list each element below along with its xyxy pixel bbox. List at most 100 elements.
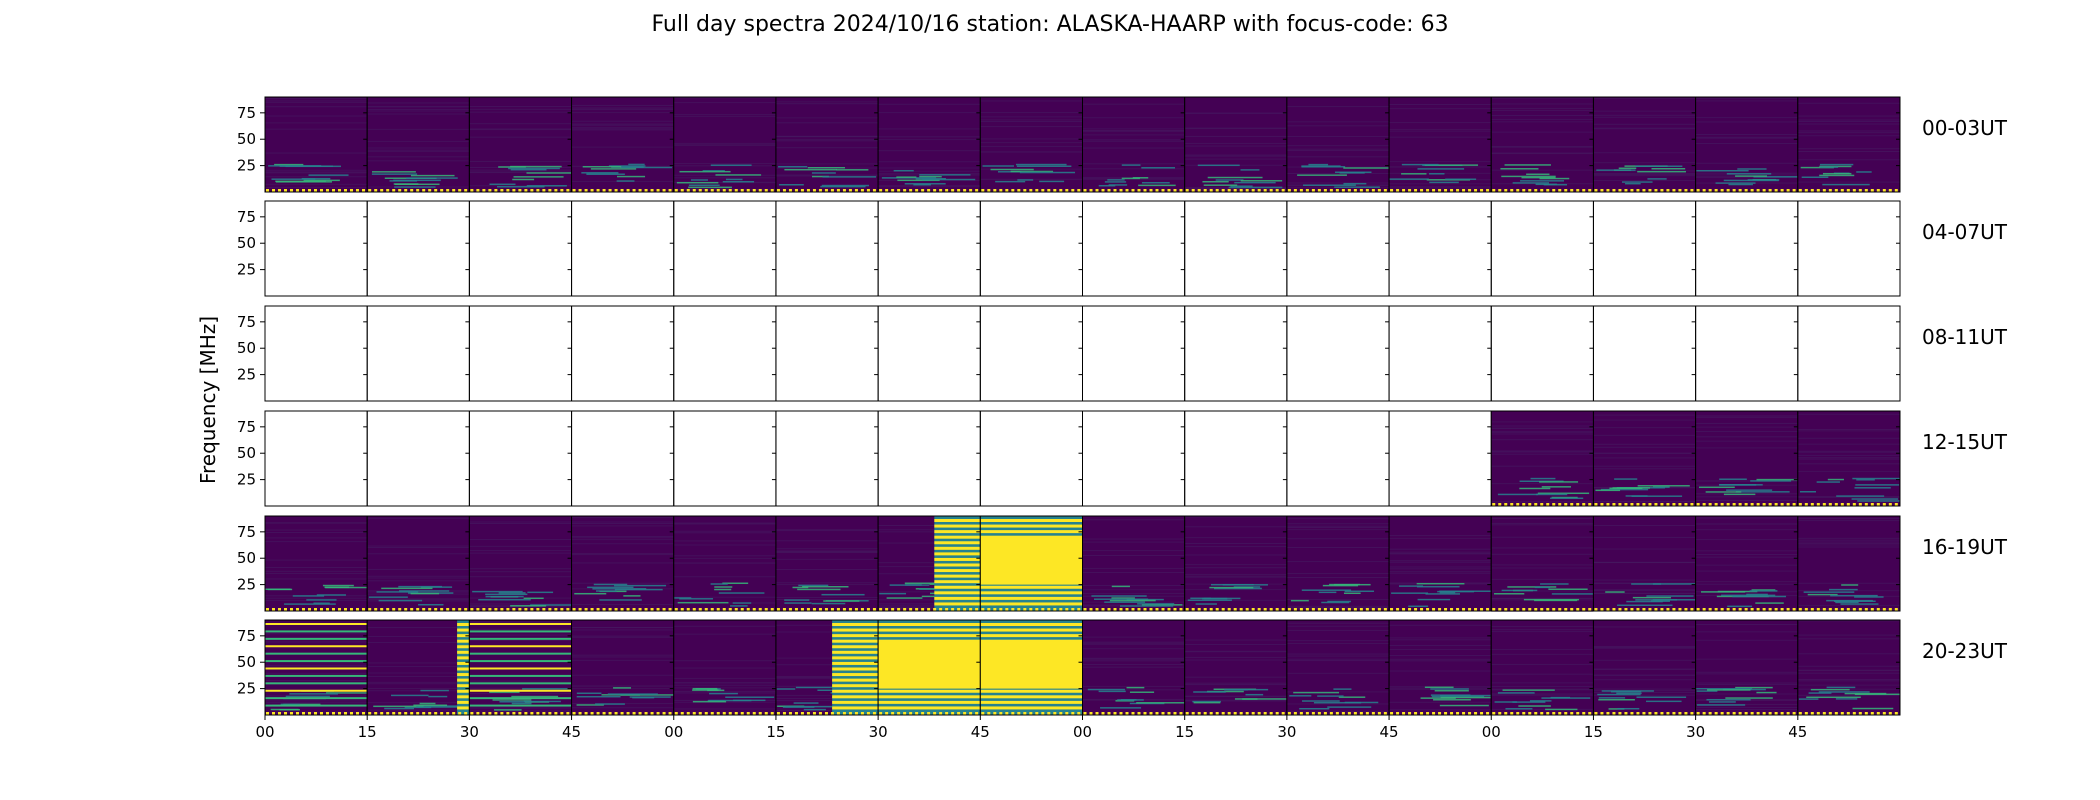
row-label: 20-23UT — [1922, 639, 2008, 663]
baseline-dot — [1221, 189, 1225, 192]
baseline-dot — [1510, 608, 1514, 611]
baseline-dot — [1828, 189, 1832, 192]
spectrogram-feature — [1598, 698, 1635, 701]
spectrogram-texture — [1593, 175, 1696, 177]
baseline-dot — [1089, 608, 1093, 611]
spectrogram-texture — [1695, 658, 1798, 660]
baseline-dot — [1792, 189, 1796, 192]
baseline-dot — [326, 189, 329, 192]
spectrogram-texture — [1286, 572, 1390, 574]
baseline-dot — [320, 189, 323, 192]
baseline-dot — [1756, 189, 1760, 192]
panel-frame — [1797, 305, 1901, 402]
baseline-dot — [1335, 608, 1339, 611]
spectrogram-texture — [1797, 590, 1900, 592]
baseline-dot — [1107, 608, 1111, 611]
spectrogram-texture — [1797, 470, 1900, 472]
spectrogram-texture — [878, 603, 981, 605]
spectrogram-feature — [1234, 181, 1276, 184]
spectrogram-texture — [1389, 537, 1492, 539]
baseline-dot — [1125, 189, 1129, 192]
baseline-dot — [1822, 503, 1826, 506]
baseline-dot — [993, 189, 997, 192]
burst-band — [832, 695, 879, 699]
baseline-dot — [1155, 712, 1159, 715]
baseline-dot — [1275, 608, 1279, 611]
panel-frame — [1082, 200, 1186, 297]
spectrogram-texture — [1389, 535, 1492, 537]
x-tick-label: 30 — [1686, 723, 1705, 741]
emission-stripe — [265, 630, 368, 633]
spectrogram-texture — [673, 682, 776, 684]
baseline-dot — [993, 608, 997, 611]
baseline-dot — [1768, 608, 1772, 611]
baseline-dot — [879, 712, 883, 715]
spectrogram-background — [1286, 97, 1390, 192]
spectrogram-texture — [1082, 134, 1185, 136]
spectrogram-feature — [1597, 693, 1641, 696]
baseline-dot — [1323, 712, 1327, 715]
spectrogram-feature — [1187, 599, 1232, 601]
baseline-dot — [1173, 712, 1177, 715]
baseline-dot — [1666, 608, 1670, 611]
baseline-dot — [1606, 712, 1610, 715]
baseline-dot — [536, 712, 540, 715]
spectrogram-texture — [1491, 131, 1594, 133]
spectrogram-texture — [1491, 427, 1594, 429]
y-tick-label: 25 — [237, 680, 256, 698]
baseline-dot — [278, 608, 281, 611]
spectrogram-texture — [1695, 639, 1798, 641]
baseline-dot — [296, 712, 299, 715]
baseline-dot — [1642, 712, 1646, 715]
spectrogram-feature — [1854, 596, 1884, 598]
spectrogram-texture — [1797, 159, 1900, 161]
spectrogram-texture — [1286, 561, 1390, 563]
y-tick-label: 50 — [237, 339, 256, 357]
spectrogram-texture — [1491, 597, 1594, 599]
baseline-dot — [578, 712, 582, 715]
spectrogram-texture — [980, 142, 1083, 144]
spectrogram-feature — [802, 585, 849, 588]
baseline-dot — [1101, 189, 1105, 192]
baseline-dot — [500, 189, 504, 192]
spectrogram-texture — [469, 160, 572, 162]
panel-frame — [673, 410, 777, 507]
baseline-dot — [1780, 712, 1784, 715]
spectrogram-texture — [1593, 128, 1696, 130]
baseline-dot — [969, 712, 973, 715]
baseline-dot — [1353, 608, 1357, 611]
spectrogram-texture — [673, 562, 776, 564]
spectrogram-texture — [1797, 132, 1900, 134]
spectrogram-feature — [1293, 691, 1340, 694]
baseline-dot — [1251, 608, 1255, 611]
spectrogram-feature — [1701, 591, 1746, 593]
spectrogram-texture — [1389, 637, 1492, 639]
spectrogram-texture — [1389, 660, 1492, 662]
spectrogram-texture — [1695, 422, 1798, 424]
spectrogram-feature — [1751, 589, 1776, 591]
spectrogram-feature — [1652, 583, 1696, 585]
spectrogram-feature — [1819, 174, 1855, 177]
spectrogram-texture — [1491, 663, 1594, 665]
baseline-dot — [1119, 608, 1123, 611]
spectrogram-texture — [1491, 547, 1594, 549]
spectrogram-texture — [571, 129, 674, 131]
baseline-dot — [752, 712, 756, 715]
spectrogram-feature — [1334, 171, 1372, 173]
spectrogram-texture — [1695, 529, 1798, 531]
spectrogram-feature — [623, 595, 641, 597]
baseline-dot — [1059, 608, 1063, 611]
emission-stripe — [265, 674, 368, 677]
baseline-dot — [1065, 608, 1069, 611]
baseline-dot — [1570, 712, 1574, 715]
spectrogram-feature — [811, 172, 836, 174]
spectrogram-texture — [1389, 645, 1492, 647]
burst-band — [934, 596, 981, 600]
baseline-dot — [1846, 189, 1850, 192]
baseline-dot — [1810, 608, 1814, 611]
spectrogram-texture — [775, 697, 879, 699]
baseline-dot — [668, 608, 672, 611]
baseline-dot — [1137, 712, 1141, 715]
baseline-dot — [296, 189, 299, 192]
y-tick-label: 25 — [237, 576, 256, 594]
